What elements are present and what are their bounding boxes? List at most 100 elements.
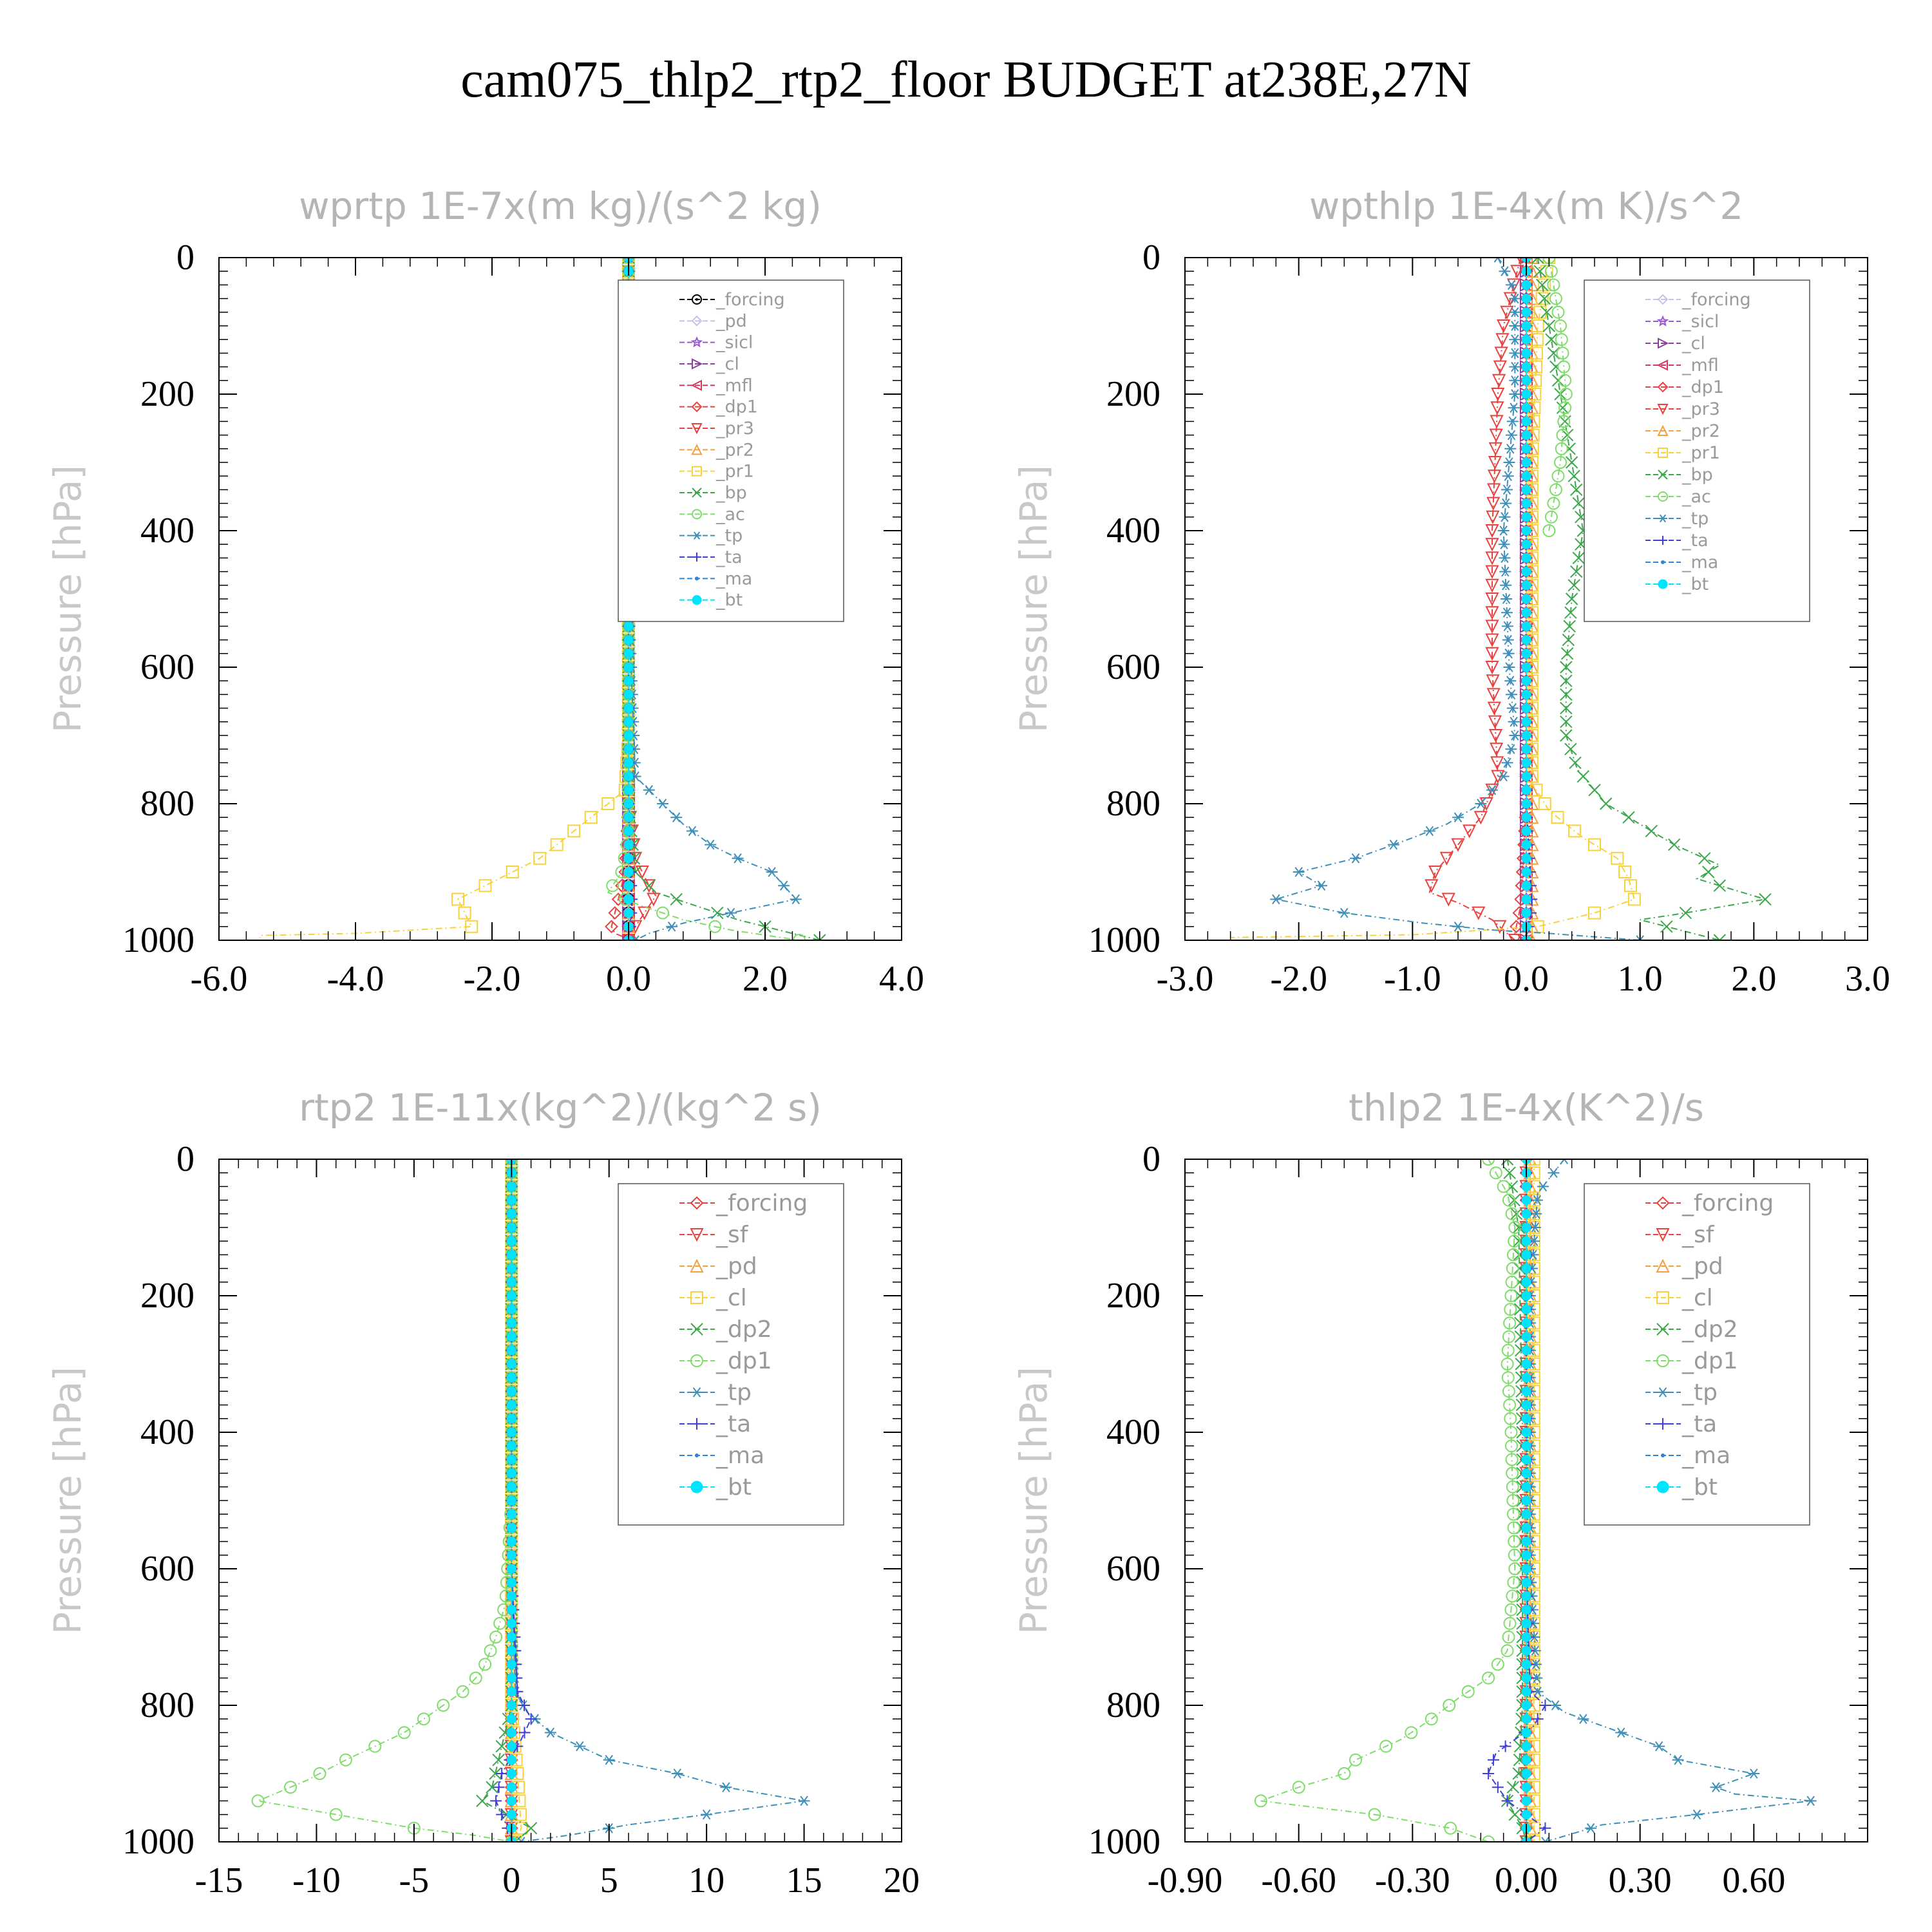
data-point: [1521, 1768, 1531, 1779]
data-point: [496, 1808, 508, 1821]
legend-entry: _sf: [1645, 1222, 1715, 1248]
data-point: [623, 703, 634, 714]
data-point: [506, 1304, 516, 1314]
legend-label: _ac: [715, 504, 745, 524]
data-point: [1521, 1810, 1531, 1820]
data-point: [1521, 1454, 1531, 1464]
data-point: [1634, 935, 1646, 940]
data-point: [1503, 1316, 1517, 1330]
data-point: [623, 662, 634, 672]
data-point: [506, 1605, 516, 1615]
data-point: [1521, 1659, 1531, 1669]
data-point: [1486, 674, 1500, 688]
data-point: [1521, 1372, 1531, 1383]
data-point: [476, 1794, 489, 1808]
legend-label: _dp2: [1681, 1316, 1738, 1343]
plot-title: rtp2 1E-11x(kg^2)/(kg^2 s): [299, 1086, 822, 1130]
legend-entry: _tp: [1645, 509, 1709, 529]
legend-label: _dp1: [1681, 377, 1724, 397]
legend-entry: _ta: [1645, 1411, 1717, 1437]
data-point: [493, 1616, 507, 1630]
data-point: [1531, 1713, 1544, 1725]
data-point: [1509, 307, 1521, 317]
data-point: [1497, 526, 1510, 536]
x-tick-label: -1.0: [1384, 959, 1441, 999]
legend-entry: _pr1: [1645, 443, 1720, 463]
data-point: [1521, 362, 1531, 372]
legend-label: _pr1: [715, 462, 754, 482]
legend-entry: _ma: [679, 1443, 764, 1469]
x-tick-label: 10: [688, 1861, 724, 1900]
data-point: [1499, 266, 1511, 276]
data-point: [1618, 866, 1632, 878]
data-point: [1499, 512, 1511, 522]
legend-entry: _sicl: [679, 333, 753, 353]
data-point: [1473, 811, 1488, 825]
data-point: [1521, 471, 1531, 481]
data-point: [1510, 265, 1524, 279]
data-point: [506, 1782, 516, 1792]
data-point: [506, 1291, 516, 1301]
data-point: [1504, 1303, 1517, 1316]
y-axis-label: Pressure [hPa]: [46, 1367, 90, 1634]
data-point: [1544, 265, 1558, 278]
data-point: [1502, 1385, 1515, 1398]
data-point: [1488, 456, 1502, 470]
data-point: [506, 866, 519, 878]
data-point: [1547, 346, 1560, 360]
data-point: [493, 1781, 505, 1794]
legend-entry: _pd: [679, 1253, 757, 1280]
data-point: [1452, 812, 1464, 822]
legend-label: _mfl: [715, 375, 753, 395]
data-point: [1521, 826, 1531, 836]
data-point: [1563, 620, 1576, 633]
data-point: [1503, 1398, 1517, 1412]
data-point: [458, 906, 471, 920]
data-point: [1507, 1521, 1520, 1535]
data-point: [1549, 483, 1562, 497]
data-point: [506, 1372, 516, 1383]
data-point: [506, 1359, 516, 1369]
plot-title: thlp2 1E-4x(K^2)/s: [1349, 1086, 1704, 1130]
data-point: [1506, 1494, 1520, 1507]
data-point: [1521, 908, 1531, 918]
data-point: [1521, 567, 1531, 577]
data-point: [1485, 592, 1499, 607]
data-point: [1485, 524, 1499, 538]
data-point: [1548, 1168, 1560, 1178]
data-point: [1379, 1739, 1393, 1753]
data-point: [506, 1277, 516, 1287]
data-point: [1521, 1795, 1531, 1806]
data-point: [506, 1522, 516, 1533]
data-point: [506, 1645, 516, 1656]
data-point: [1508, 934, 1522, 940]
data-point: [1588, 906, 1601, 920]
data-point: [1560, 661, 1573, 674]
data-point: [1521, 444, 1531, 454]
legend-label: _dp1: [715, 397, 758, 417]
legend-entry: _bt: [679, 591, 743, 611]
y-tick-label: 800: [1106, 784, 1160, 824]
data-point: [623, 799, 634, 809]
data-point: [1482, 1671, 1495, 1685]
data-point: [1485, 551, 1499, 565]
data-point: [1521, 1700, 1531, 1710]
data-point: [1521, 334, 1531, 345]
x-tick-label: -3.0: [1157, 959, 1214, 999]
data-point: [1521, 757, 1531, 768]
series-line: [1548, 258, 1567, 531]
plot-area: [251, 1159, 810, 1842]
data-point: [509, 1835, 522, 1842]
legend-entry: _tp: [679, 1379, 752, 1406]
data-point: [496, 1768, 508, 1779]
data-point: [1504, 444, 1517, 454]
legend-label: _forcing: [715, 290, 785, 310]
legend-entry: _forcing: [1645, 1190, 1774, 1217]
legend-entry: _ma: [1645, 1443, 1730, 1469]
legend-label: _forcing: [715, 1190, 808, 1217]
y-tick-label: 200: [1106, 1276, 1160, 1316]
data-point: [1504, 1412, 1517, 1425]
data-point: [1567, 579, 1580, 592]
data-point: [623, 635, 634, 645]
y-tick-label: 1000: [122, 920, 194, 960]
